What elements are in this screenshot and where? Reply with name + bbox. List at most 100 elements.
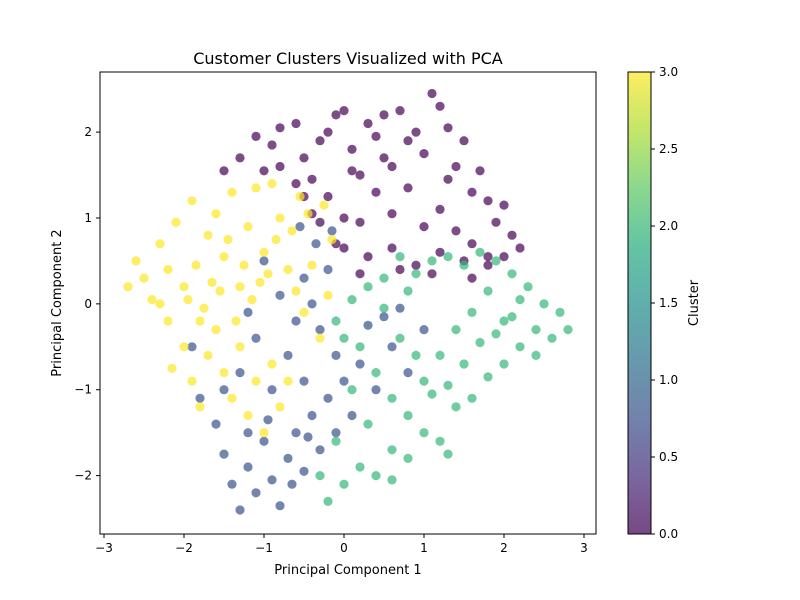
data-point-cluster-3 xyxy=(195,402,205,412)
data-point-cluster-3 xyxy=(283,264,293,275)
data-point-cluster-1 xyxy=(275,290,285,300)
data-point-cluster-0 xyxy=(315,136,325,146)
colorbar-gradient xyxy=(628,72,651,534)
data-point-cluster-1 xyxy=(219,385,229,395)
data-point-cluster-1 xyxy=(291,428,301,438)
data-point-cluster-1 xyxy=(299,466,309,476)
data-point-cluster-0 xyxy=(435,204,445,214)
colorbar-tick-label: 2.0 xyxy=(659,219,678,233)
data-point-cluster-0 xyxy=(323,127,333,137)
data-point-cluster-3 xyxy=(147,295,157,305)
data-point-cluster-0 xyxy=(499,200,509,210)
data-point-cluster-2 xyxy=(387,475,397,485)
data-point-cluster-1 xyxy=(347,410,357,421)
data-point-cluster-3 xyxy=(247,295,257,305)
data-point-cluster-0 xyxy=(307,174,317,184)
data-point-cluster-1 xyxy=(243,428,253,438)
data-point-cluster-1 xyxy=(315,445,325,455)
data-point-cluster-1 xyxy=(371,385,381,395)
data-point-cluster-2 xyxy=(451,325,461,335)
data-point-cluster-1 xyxy=(331,428,341,438)
y-tick-label: 2 xyxy=(84,125,92,139)
data-point-cluster-1 xyxy=(363,320,373,330)
data-point-cluster-3 xyxy=(259,428,269,438)
data-point-cluster-2 xyxy=(427,389,437,399)
data-point-cluster-1 xyxy=(283,350,293,360)
data-point-cluster-0 xyxy=(467,239,477,249)
data-point-cluster-3 xyxy=(163,264,173,275)
data-point-cluster-0 xyxy=(339,243,349,253)
data-point-cluster-0 xyxy=(443,174,453,184)
data-point-cluster-1 xyxy=(259,436,269,446)
data-point-cluster-3 xyxy=(319,200,329,210)
data-point-cluster-0 xyxy=(347,166,357,176)
data-point-cluster-2 xyxy=(427,256,437,266)
data-point-cluster-1 xyxy=(395,303,405,313)
data-point-cluster-1 xyxy=(283,453,293,463)
data-point-cluster-2 xyxy=(323,496,333,506)
data-point-cluster-2 xyxy=(395,252,405,262)
data-point-cluster-2 xyxy=(459,260,469,270)
data-point-cluster-3 xyxy=(283,376,293,386)
data-point-cluster-1 xyxy=(211,419,221,429)
data-point-cluster-3 xyxy=(267,179,277,189)
x-tick-label: 0 xyxy=(340,541,348,555)
data-point-cluster-0 xyxy=(507,230,517,240)
data-point-cluster-1 xyxy=(267,385,277,395)
data-point-cluster-1 xyxy=(235,505,245,515)
y-tick-label: 1 xyxy=(84,211,92,225)
data-point-cluster-2 xyxy=(363,419,373,429)
data-point-cluster-0 xyxy=(499,252,509,262)
data-point-cluster-3 xyxy=(179,342,189,352)
data-point-cluster-3 xyxy=(195,316,205,326)
data-point-cluster-1 xyxy=(303,432,313,442)
data-point-cluster-3 xyxy=(155,239,165,249)
data-point-cluster-0 xyxy=(331,110,341,120)
x-tick-label: −1 xyxy=(255,541,273,555)
data-point-cluster-1 xyxy=(387,342,397,352)
data-point-cluster-3 xyxy=(131,256,141,266)
data-point-cluster-3 xyxy=(275,213,285,223)
data-point-cluster-1 xyxy=(259,256,269,266)
data-point-cluster-2 xyxy=(387,445,397,455)
data-point-cluster-3 xyxy=(179,282,189,292)
plot-border xyxy=(99,71,597,535)
y-tick-label: −1 xyxy=(74,383,92,397)
data-point-cluster-2 xyxy=(355,342,365,352)
x-tick-label: 3 xyxy=(580,541,588,555)
data-point-cluster-3 xyxy=(187,196,197,206)
data-point-cluster-3 xyxy=(227,393,237,403)
data-point-cluster-1 xyxy=(299,376,309,386)
data-point-cluster-2 xyxy=(515,342,525,352)
data-point-cluster-3 xyxy=(235,282,245,292)
data-point-cluster-3 xyxy=(163,316,173,326)
data-point-cluster-2 xyxy=(371,368,381,378)
data-point-cluster-1 xyxy=(195,393,205,403)
data-point-cluster-3 xyxy=(315,333,325,343)
data-point-cluster-2 xyxy=(539,299,549,309)
data-point-cluster-2 xyxy=(411,350,421,360)
data-point-cluster-3 xyxy=(227,187,237,197)
data-point-cluster-0 xyxy=(355,269,365,279)
data-point-cluster-0 xyxy=(427,88,437,99)
data-point-cluster-2 xyxy=(379,273,389,283)
data-point-cluster-3 xyxy=(219,368,229,378)
data-point-cluster-2 xyxy=(339,333,349,343)
data-point-cluster-0 xyxy=(475,166,485,176)
data-point-cluster-0 xyxy=(339,106,349,116)
data-point-cluster-2 xyxy=(483,286,493,296)
data-point-cluster-2 xyxy=(419,376,429,386)
data-point-cluster-2 xyxy=(443,449,453,459)
data-point-cluster-2 xyxy=(467,393,477,403)
data-point-cluster-3 xyxy=(323,290,333,300)
data-point-cluster-0 xyxy=(467,187,477,197)
data-point-cluster-3 xyxy=(235,342,245,352)
x-tick-label: −2 xyxy=(175,541,193,555)
y-tick-label: 0 xyxy=(84,297,92,311)
plot-area xyxy=(99,71,597,535)
data-point-cluster-0 xyxy=(419,222,429,232)
data-point-cluster-3 xyxy=(295,191,305,202)
data-point-cluster-0 xyxy=(323,191,333,202)
data-point-cluster-0 xyxy=(411,260,421,270)
data-point-cluster-3 xyxy=(123,282,133,292)
